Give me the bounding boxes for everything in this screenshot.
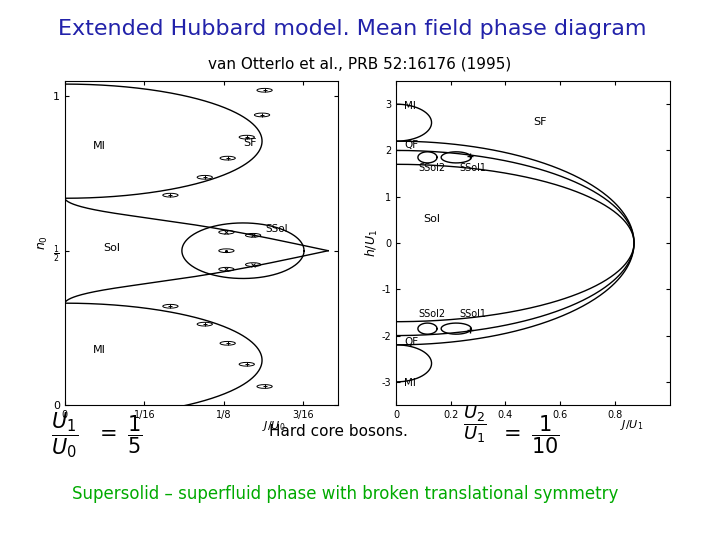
Text: $=\ \dfrac{1}{5}$: $=\ \dfrac{1}{5}$	[95, 414, 143, 456]
Y-axis label: $n_0$: $n_0$	[37, 235, 50, 251]
Text: SSol1: SSol1	[459, 163, 486, 173]
Text: MI: MI	[93, 345, 106, 355]
Text: SF: SF	[243, 138, 256, 148]
Text: SSol: SSol	[266, 224, 289, 234]
Text: MI: MI	[404, 101, 416, 111]
Text: $\dfrac{U_2}{U_1}$: $\dfrac{U_2}{U_1}$	[464, 403, 487, 445]
Text: SSol2: SSol2	[418, 309, 445, 319]
Text: MI: MI	[93, 141, 106, 151]
Text: Hard core bosons.: Hard core bosons.	[269, 424, 408, 440]
Text: QF: QF	[404, 140, 418, 150]
Text: QF: QF	[404, 337, 418, 347]
Text: $=\ \dfrac{1}{10}$: $=\ \dfrac{1}{10}$	[499, 414, 559, 456]
Text: Extended Hubbard model. Mean field phase diagram: Extended Hubbard model. Mean field phase…	[58, 19, 646, 39]
Text: MI: MI	[404, 379, 416, 388]
Text: $\dfrac{U_1}{U_0}$: $\dfrac{U_1}{U_0}$	[51, 410, 78, 460]
Text: SSol1: SSol1	[459, 309, 486, 319]
Text: $J/U_1$: $J/U_1$	[621, 418, 644, 432]
Text: Supersolid – superfluid phase with broken translational symmetry: Supersolid – superfluid phase with broke…	[73, 485, 618, 503]
Text: Sol: Sol	[423, 214, 441, 224]
Text: SF: SF	[533, 117, 546, 127]
Text: $J/U_0$: $J/U_0$	[262, 419, 285, 433]
Y-axis label: $h/U_1$: $h/U_1$	[364, 229, 380, 257]
Text: SSol2: SSol2	[418, 163, 445, 173]
Text: van Otterlo et al., PRB 52:16176 (1995): van Otterlo et al., PRB 52:16176 (1995)	[208, 57, 512, 72]
Text: Sol: Sol	[103, 242, 120, 253]
